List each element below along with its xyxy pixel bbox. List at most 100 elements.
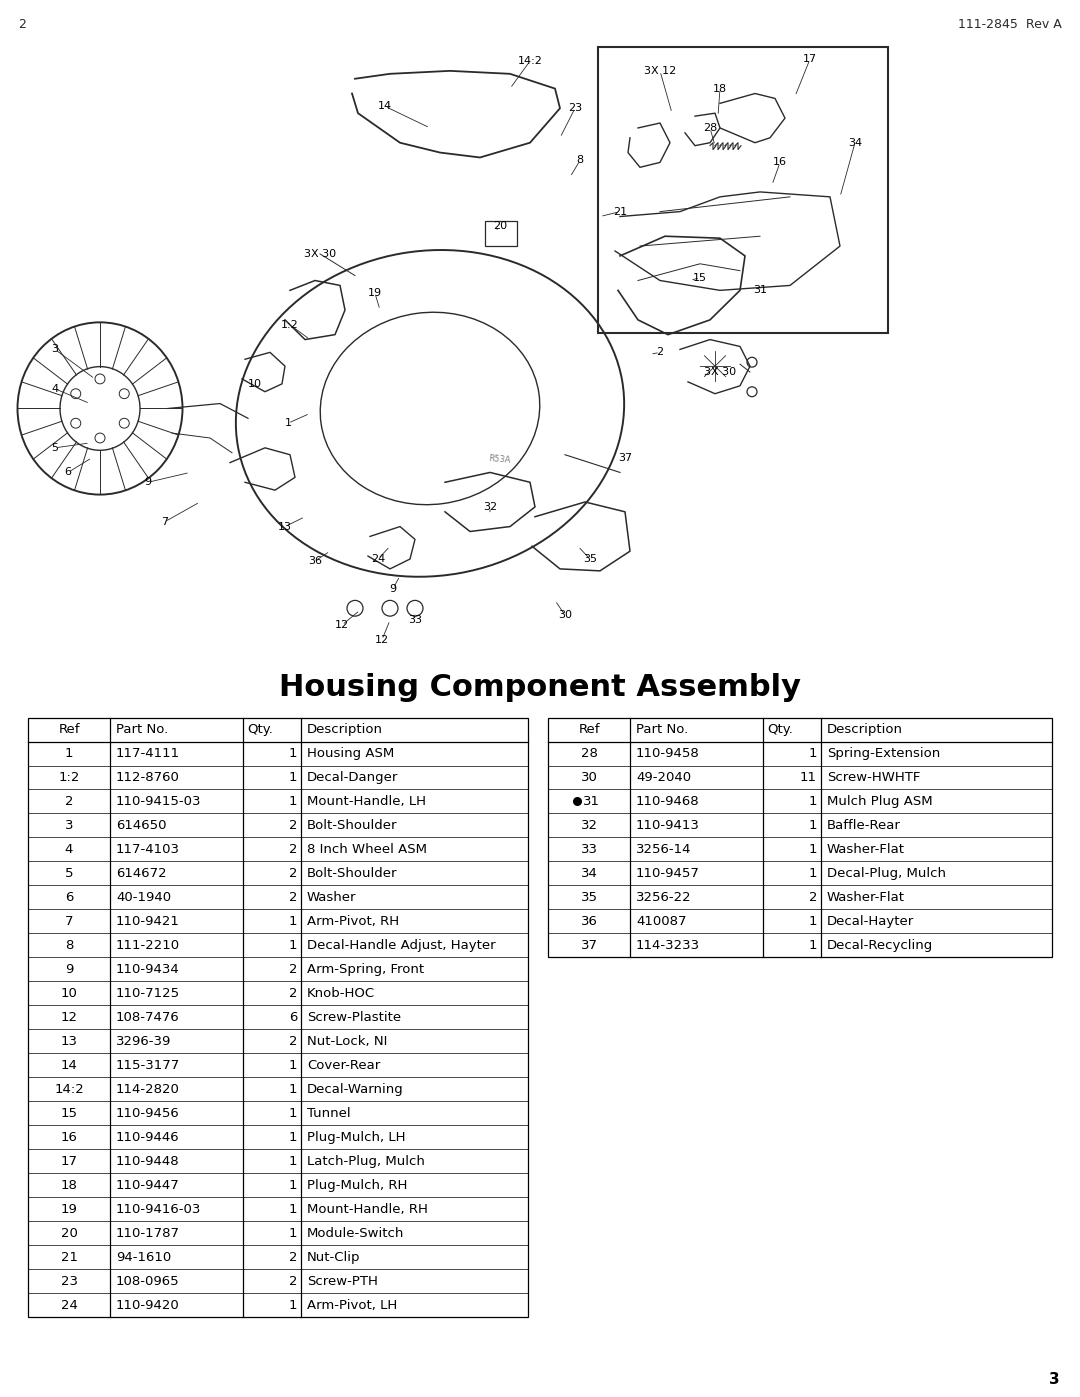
Text: 32: 32 xyxy=(581,819,597,833)
Text: 2: 2 xyxy=(288,891,297,904)
Text: 1: 1 xyxy=(288,1106,297,1120)
Text: Bolt-Shoulder: Bolt-Shoulder xyxy=(307,868,397,880)
Text: Arm-Pivot, RH: Arm-Pivot, RH xyxy=(307,915,400,928)
Text: 110-9456: 110-9456 xyxy=(116,1106,179,1120)
Text: 9: 9 xyxy=(390,584,396,594)
Text: 1: 1 xyxy=(809,939,816,951)
Text: Spring-Extension: Spring-Extension xyxy=(827,747,941,760)
Text: 110-9420: 110-9420 xyxy=(116,1299,179,1312)
Text: 16: 16 xyxy=(60,1130,78,1144)
Text: Cover-Rear: Cover-Rear xyxy=(307,1059,380,1071)
Text: Part No.: Part No. xyxy=(636,724,688,736)
Text: 3X 30: 3X 30 xyxy=(704,367,737,377)
Text: 2: 2 xyxy=(288,819,297,833)
Text: Ref: Ref xyxy=(58,724,80,736)
Text: 35: 35 xyxy=(583,555,597,564)
Text: 1: 1 xyxy=(809,795,816,807)
Text: 14:2: 14:2 xyxy=(517,56,542,66)
Text: 1: 1 xyxy=(288,1059,297,1071)
Text: Washer: Washer xyxy=(307,891,356,904)
Text: 2: 2 xyxy=(288,868,297,880)
Text: 94-1610: 94-1610 xyxy=(116,1250,172,1264)
Text: Plug-Mulch, LH: Plug-Mulch, LH xyxy=(307,1130,405,1144)
Text: 1: 1 xyxy=(288,1083,297,1095)
Text: 114-2820: 114-2820 xyxy=(116,1083,180,1095)
Text: 10: 10 xyxy=(248,379,262,388)
Text: 3: 3 xyxy=(1050,1372,1059,1386)
Text: 111-2845  Rev A: 111-2845 Rev A xyxy=(958,18,1062,31)
Text: 15: 15 xyxy=(60,1106,78,1120)
Text: Qty.: Qty. xyxy=(767,724,793,736)
Text: 3: 3 xyxy=(65,819,73,833)
Text: 35: 35 xyxy=(581,891,597,904)
Text: 17: 17 xyxy=(60,1155,78,1168)
Text: 12: 12 xyxy=(375,634,389,645)
Text: 110-9421: 110-9421 xyxy=(116,915,180,928)
Text: 17: 17 xyxy=(802,54,818,64)
Text: 1: 1 xyxy=(288,1227,297,1239)
Text: 2: 2 xyxy=(657,348,663,358)
Text: 12: 12 xyxy=(60,1011,78,1024)
Text: R53A: R53A xyxy=(488,454,511,465)
Text: Decal-Hayter: Decal-Hayter xyxy=(827,915,915,928)
Text: 1: 1 xyxy=(288,1179,297,1192)
Text: Washer-Flat: Washer-Flat xyxy=(827,891,905,904)
Text: Nut-Lock, NI: Nut-Lock, NI xyxy=(307,1035,388,1048)
Text: Decal-Plug, Mulch: Decal-Plug, Mulch xyxy=(827,868,946,880)
Text: 8: 8 xyxy=(577,155,583,165)
Text: Arm-Pivot, LH: Arm-Pivot, LH xyxy=(307,1299,397,1312)
Text: 23: 23 xyxy=(60,1274,78,1288)
Text: 1: 1 xyxy=(809,868,816,880)
Text: 1: 1 xyxy=(288,939,297,951)
Text: 2: 2 xyxy=(18,18,26,31)
Text: 2: 2 xyxy=(288,1274,297,1288)
Text: 12: 12 xyxy=(335,620,349,630)
Text: 24: 24 xyxy=(370,555,386,564)
Text: Nut-Clip: Nut-Clip xyxy=(307,1250,361,1264)
Text: 4: 4 xyxy=(65,842,73,856)
Text: Screw-PTH: Screw-PTH xyxy=(307,1274,378,1288)
Text: Qty.: Qty. xyxy=(247,724,273,736)
Text: 1: 1 xyxy=(809,842,816,856)
Text: 117-4111: 117-4111 xyxy=(116,747,180,760)
Text: 5: 5 xyxy=(52,443,58,453)
Text: 21: 21 xyxy=(60,1250,78,1264)
Text: Baffle-Rear: Baffle-Rear xyxy=(827,819,901,833)
Text: 34: 34 xyxy=(581,868,597,880)
Text: 110-9448: 110-9448 xyxy=(116,1155,179,1168)
Text: 110-9457: 110-9457 xyxy=(636,868,700,880)
Text: 30: 30 xyxy=(558,610,572,620)
Text: Washer-Flat: Washer-Flat xyxy=(827,842,905,856)
Text: 3X 30: 3X 30 xyxy=(303,249,336,258)
Text: 7: 7 xyxy=(65,915,73,928)
Text: 30: 30 xyxy=(581,771,597,784)
Text: 1: 1 xyxy=(284,418,292,429)
Text: 3256-14: 3256-14 xyxy=(636,842,691,856)
Text: 3X 12: 3X 12 xyxy=(644,66,676,75)
Text: Mount-Handle, RH: Mount-Handle, RH xyxy=(307,1203,428,1215)
Text: 6: 6 xyxy=(65,891,73,904)
Text: 9: 9 xyxy=(65,963,73,977)
Text: 1: 1 xyxy=(288,795,297,807)
Text: 18: 18 xyxy=(60,1179,78,1192)
Text: 110-9447: 110-9447 xyxy=(116,1179,179,1192)
Text: 110-9458: 110-9458 xyxy=(636,747,700,760)
Text: 9: 9 xyxy=(145,478,151,488)
Text: 1: 1 xyxy=(65,747,73,760)
Text: 28: 28 xyxy=(581,747,597,760)
Text: Decal-Handle Adjust, Hayter: Decal-Handle Adjust, Hayter xyxy=(307,939,496,951)
Text: 110-9415-03: 110-9415-03 xyxy=(116,795,202,807)
Text: 3: 3 xyxy=(52,345,58,355)
Text: 14: 14 xyxy=(378,102,392,112)
Text: 1: 1 xyxy=(809,747,816,760)
Text: 20: 20 xyxy=(492,221,508,232)
Text: 108-7476: 108-7476 xyxy=(116,1011,179,1024)
Text: 2: 2 xyxy=(288,1035,297,1048)
Text: 33: 33 xyxy=(581,842,597,856)
Text: Screw-HWHTF: Screw-HWHTF xyxy=(827,771,920,784)
Text: 110-9468: 110-9468 xyxy=(636,795,700,807)
Text: 2: 2 xyxy=(65,795,73,807)
Text: 23: 23 xyxy=(568,103,582,113)
Text: Description: Description xyxy=(827,724,903,736)
Text: Latch-Plug, Mulch: Latch-Plug, Mulch xyxy=(307,1155,424,1168)
